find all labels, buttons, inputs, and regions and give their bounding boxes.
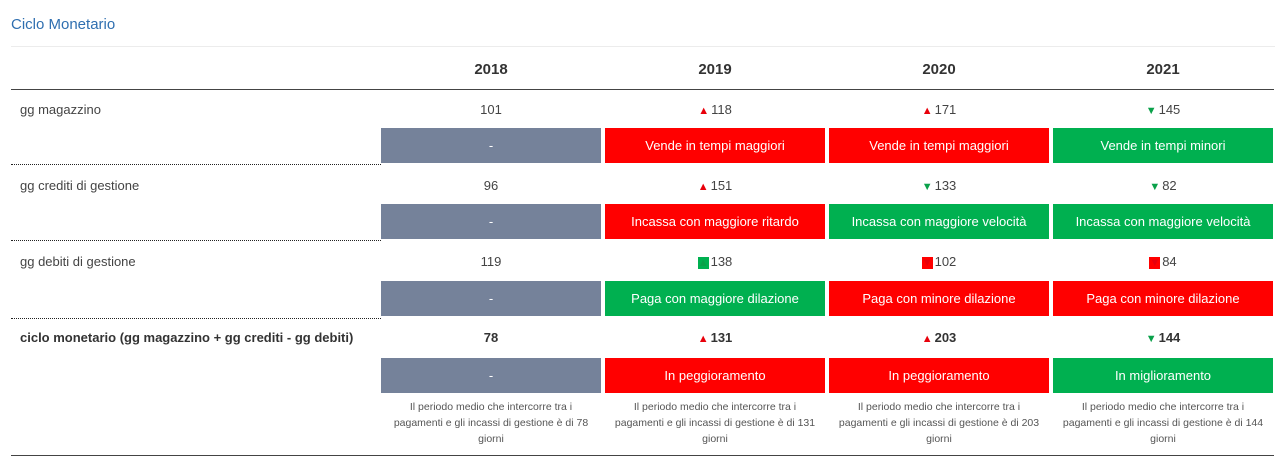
value-crediti-2019: ▲ 151	[697, 178, 733, 193]
value-crediti-2020: ▼ 133	[921, 178, 957, 193]
year-header-2018: 2018	[474, 61, 508, 78]
status-ciclo-2021: In miglioramento	[1053, 358, 1273, 393]
row-divider	[11, 164, 381, 165]
value-ciclo-2018: 78	[483, 330, 499, 345]
row-label-crediti: gg crediti di gestione	[20, 178, 140, 193]
note-2018: Il periodo medio che intercorre tra i pa…	[393, 401, 589, 445]
table-bottom-divider	[11, 455, 1274, 456]
arrow-down-icon: ▼	[1145, 105, 1157, 117]
arrow-down-icon: ▼	[921, 257, 933, 269]
status-crediti-2020: Incassa con maggiore velocità	[829, 204, 1049, 239]
status-magazzino-2021: Vende in tempi minori	[1053, 128, 1273, 163]
value-ciclo-2020: ▲ 203	[921, 330, 957, 345]
year-header-2021: 2021	[1146, 61, 1180, 78]
row-label-magazzino: gg magazzino	[20, 102, 101, 117]
value-debiti-2020: ▼ 102	[921, 254, 957, 269]
arrow-up-icon: ▲	[697, 333, 709, 345]
value-debiti-2019: ▲ 138	[697, 254, 733, 269]
value-magazzino-2021: ▼ 145	[1145, 102, 1181, 117]
year-header-2020: 2020	[922, 61, 956, 78]
value-debiti-2018: 119	[480, 254, 502, 269]
note-2021: Il periodo medio che intercorre tra i pa…	[1062, 401, 1264, 445]
title-divider	[11, 46, 1275, 47]
value-crediti-2021: ▼ 82	[1149, 178, 1177, 193]
status-debiti-2020: Paga con minore dilazione	[829, 281, 1049, 316]
status-debiti-2019: Paga con maggiore dilazione	[605, 281, 825, 316]
note-2019: Il periodo medio che intercorre tra i pa…	[614, 401, 816, 445]
year-header-2019: 2019	[698, 61, 732, 78]
value-magazzino-2020: ▲ 171	[921, 102, 957, 117]
arrow-down-icon: ▼	[921, 181, 933, 193]
row-label-ciclo-monetario: ciclo monetario (gg magazzino + gg credi…	[20, 330, 354, 345]
value-magazzino-2019: ▲ 118	[698, 102, 732, 117]
status-debiti-2021: Paga con minore dilazione	[1053, 281, 1273, 316]
arrow-up-icon: ▲	[697, 257, 709, 269]
arrow-up-icon: ▲	[921, 333, 933, 345]
status-magazzino-2020: Vende in tempi maggiori	[829, 128, 1049, 163]
note-2020: Il periodo medio che intercorre tra i pa…	[838, 401, 1040, 445]
status-magazzino-2019: Vende in tempi maggiori	[605, 128, 825, 163]
arrow-up-icon: ▲	[921, 105, 933, 117]
value-debiti-2021: ▼ 84	[1149, 254, 1177, 269]
value-magazzino-2018: 101	[480, 102, 502, 117]
arrow-up-icon: ▲	[698, 105, 710, 117]
value-ciclo-2021: ▼ 144	[1145, 330, 1181, 345]
status-ciclo-2018: -	[381, 358, 601, 393]
status-debiti-2018: -	[381, 281, 601, 316]
status-ciclo-2020: In peggioramento	[829, 358, 1049, 393]
section-title: Ciclo Monetario	[11, 16, 116, 33]
arrow-down-icon: ▼	[1145, 333, 1157, 345]
header-divider	[11, 89, 1274, 90]
arrow-up-icon: ▲	[697, 181, 709, 193]
value-crediti-2018: 96	[483, 178, 499, 193]
value-ciclo-2019: ▲ 131	[697, 330, 733, 345]
row-label-debiti: gg debiti di gestione	[20, 254, 136, 269]
status-crediti-2019: Incassa con maggiore ritardo	[605, 204, 825, 239]
status-magazzino-2018: -	[381, 128, 601, 163]
status-crediti-2021: Incassa con maggiore velocità	[1053, 204, 1273, 239]
row-divider	[11, 240, 381, 241]
status-ciclo-2019: In peggioramento	[605, 358, 825, 393]
status-crediti-2018: -	[381, 204, 601, 239]
row-divider	[11, 318, 381, 319]
arrow-down-icon: ▼	[1149, 257, 1161, 269]
arrow-down-icon: ▼	[1149, 181, 1161, 193]
